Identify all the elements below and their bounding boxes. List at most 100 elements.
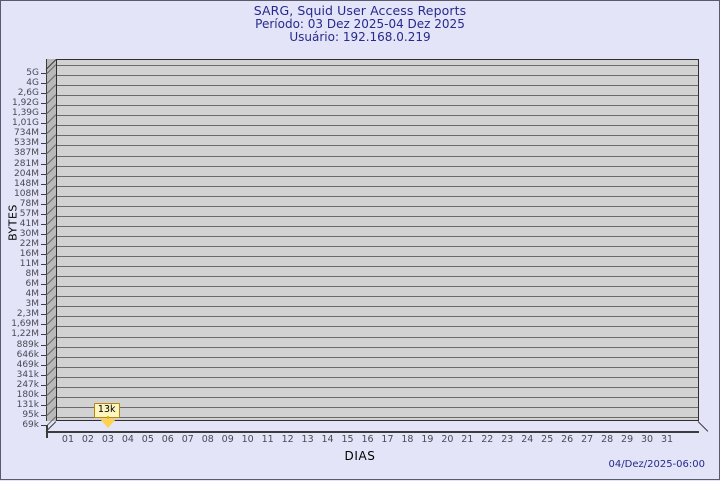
y-axis-tick-label: 78M xyxy=(19,199,39,209)
gridline xyxy=(57,256,698,257)
x-axis-tick-label: 22 xyxy=(481,434,494,445)
x-axis-tick-label: 21 xyxy=(461,434,474,445)
y-axis-tick-label: 108M xyxy=(14,189,39,199)
y-axis-tick xyxy=(41,375,46,376)
x-axis-tick-label: 16 xyxy=(361,434,374,445)
gridline xyxy=(57,226,698,227)
y-axis-tick xyxy=(41,294,46,295)
y-axis-tick xyxy=(41,274,46,275)
y-axis-tick xyxy=(41,73,46,74)
gridline xyxy=(57,125,698,126)
y-axis-tick-label: 204M xyxy=(14,169,39,179)
y-axis-tick-label: 22M xyxy=(19,239,39,249)
y-axis-tick-label: 1,69M xyxy=(11,319,39,329)
x-axis-tick-label: 28 xyxy=(601,434,614,445)
y-axis-tick xyxy=(41,143,46,144)
y-axis-tick-label: 6M xyxy=(25,279,40,289)
gridline xyxy=(57,105,698,106)
chart-title-block: SARG, Squid User Access Reports Período:… xyxy=(1,4,719,45)
x-axis-line xyxy=(46,431,699,433)
y-axis-tick xyxy=(41,103,46,104)
x-axis-tick-label: 29 xyxy=(621,434,634,445)
x-axis-tick-label: 17 xyxy=(381,434,394,445)
y-axis-tick xyxy=(41,133,46,134)
gridline xyxy=(57,236,698,237)
x-axis-tick-label: 02 xyxy=(81,434,94,445)
x-axis-tick-label: 19 xyxy=(421,434,434,445)
y-axis-tick-label: 5G xyxy=(26,68,39,78)
gridline xyxy=(57,166,698,167)
y-axis-tick-label: 95k xyxy=(22,410,39,420)
x-axis-tick-label: 01 xyxy=(61,434,75,445)
gridline xyxy=(57,407,698,408)
y-axis-tick-label: 1,22M xyxy=(11,329,39,339)
data-value-label: 13k xyxy=(93,403,120,418)
x-axis-tick-label: 23 xyxy=(501,434,514,445)
gridline xyxy=(57,387,698,388)
y-axis-tick-label: 69k xyxy=(22,420,39,430)
x-axis-tick-label: 11 xyxy=(261,434,274,445)
plot-face xyxy=(56,59,699,421)
y-axis-tick xyxy=(41,304,46,305)
y-axis-tick xyxy=(41,334,46,335)
y-axis-tick-label: 16M xyxy=(19,249,39,259)
y-axis-tick xyxy=(41,284,46,285)
y-axis-tick xyxy=(41,123,46,124)
y-axis-tick xyxy=(41,365,46,366)
y-axis-tick xyxy=(41,164,46,165)
x-axis-tick-label: 31 xyxy=(660,434,674,445)
data-marker-flag xyxy=(99,419,116,428)
y-axis-tick-label: 41M xyxy=(19,219,39,229)
gridline xyxy=(57,276,698,277)
y-axis-tick-label: 3M xyxy=(25,299,40,309)
x-axis-tick-label: 09 xyxy=(221,434,234,445)
y-axis-tick-label: 469k xyxy=(16,360,39,370)
gridline xyxy=(57,357,698,358)
gridline xyxy=(57,176,698,177)
y-axis-tick-label: 1,01G xyxy=(11,118,39,128)
y-axis-tick-label: 889k xyxy=(16,340,39,350)
y-axis-tick-label: 533M xyxy=(14,138,39,148)
y-axis-tick xyxy=(41,184,46,185)
x-axis-tick-label: 07 xyxy=(181,434,194,445)
generated-timestamp: 04/Dez/2025-06:00 xyxy=(608,459,705,470)
y-axis-tick xyxy=(41,194,46,195)
y-axis-tick xyxy=(41,395,46,396)
y-axis-tick xyxy=(41,204,46,205)
gridline xyxy=(57,417,698,418)
gridline xyxy=(57,266,698,267)
y-axis-title: BYTES xyxy=(6,204,20,241)
gridline xyxy=(57,216,698,217)
y-axis-tick xyxy=(41,244,46,245)
gridline xyxy=(57,196,698,197)
y-axis-tick-label: 247k xyxy=(16,380,39,390)
x-axis-tick-label: 15 xyxy=(341,434,354,445)
gridline xyxy=(57,347,698,348)
report-user: Usuário: 192.168.0.219 xyxy=(289,30,431,44)
y-axis-tick xyxy=(41,355,46,356)
y-axis-tick-label: 646k xyxy=(16,350,39,360)
gridline xyxy=(57,316,698,317)
y-axis-tick-label: 4G xyxy=(26,78,39,88)
x-axis-tick-label: 04 xyxy=(121,434,134,445)
y-axis-tick xyxy=(41,425,46,426)
x-axis-tick-label: 20 xyxy=(441,434,454,445)
y-axis-tick xyxy=(41,153,46,154)
plot-bevel-edge xyxy=(697,421,709,432)
y-axis-tick xyxy=(41,324,46,325)
x-axis-origin-cap xyxy=(46,425,48,438)
x-axis-tick-label: 27 xyxy=(581,434,594,445)
y-axis-tick xyxy=(41,224,46,225)
page-title: SARG, Squid User Access Reports xyxy=(253,3,467,18)
gridline xyxy=(57,296,698,297)
x-axis-tick-label: 14 xyxy=(321,434,334,445)
y-axis-tick-label: 2,3M xyxy=(16,309,39,319)
gridline xyxy=(57,65,698,66)
y-axis-tick-label: 57M xyxy=(19,209,39,219)
y-axis-tick-label: 148M xyxy=(14,179,39,189)
y-axis-tick xyxy=(41,234,46,235)
y-axis-tick xyxy=(41,83,46,84)
y-axis-tick-label: 387M xyxy=(14,148,39,158)
x-axis-tick-label: 18 xyxy=(401,434,414,445)
y-axis-tick xyxy=(41,93,46,94)
